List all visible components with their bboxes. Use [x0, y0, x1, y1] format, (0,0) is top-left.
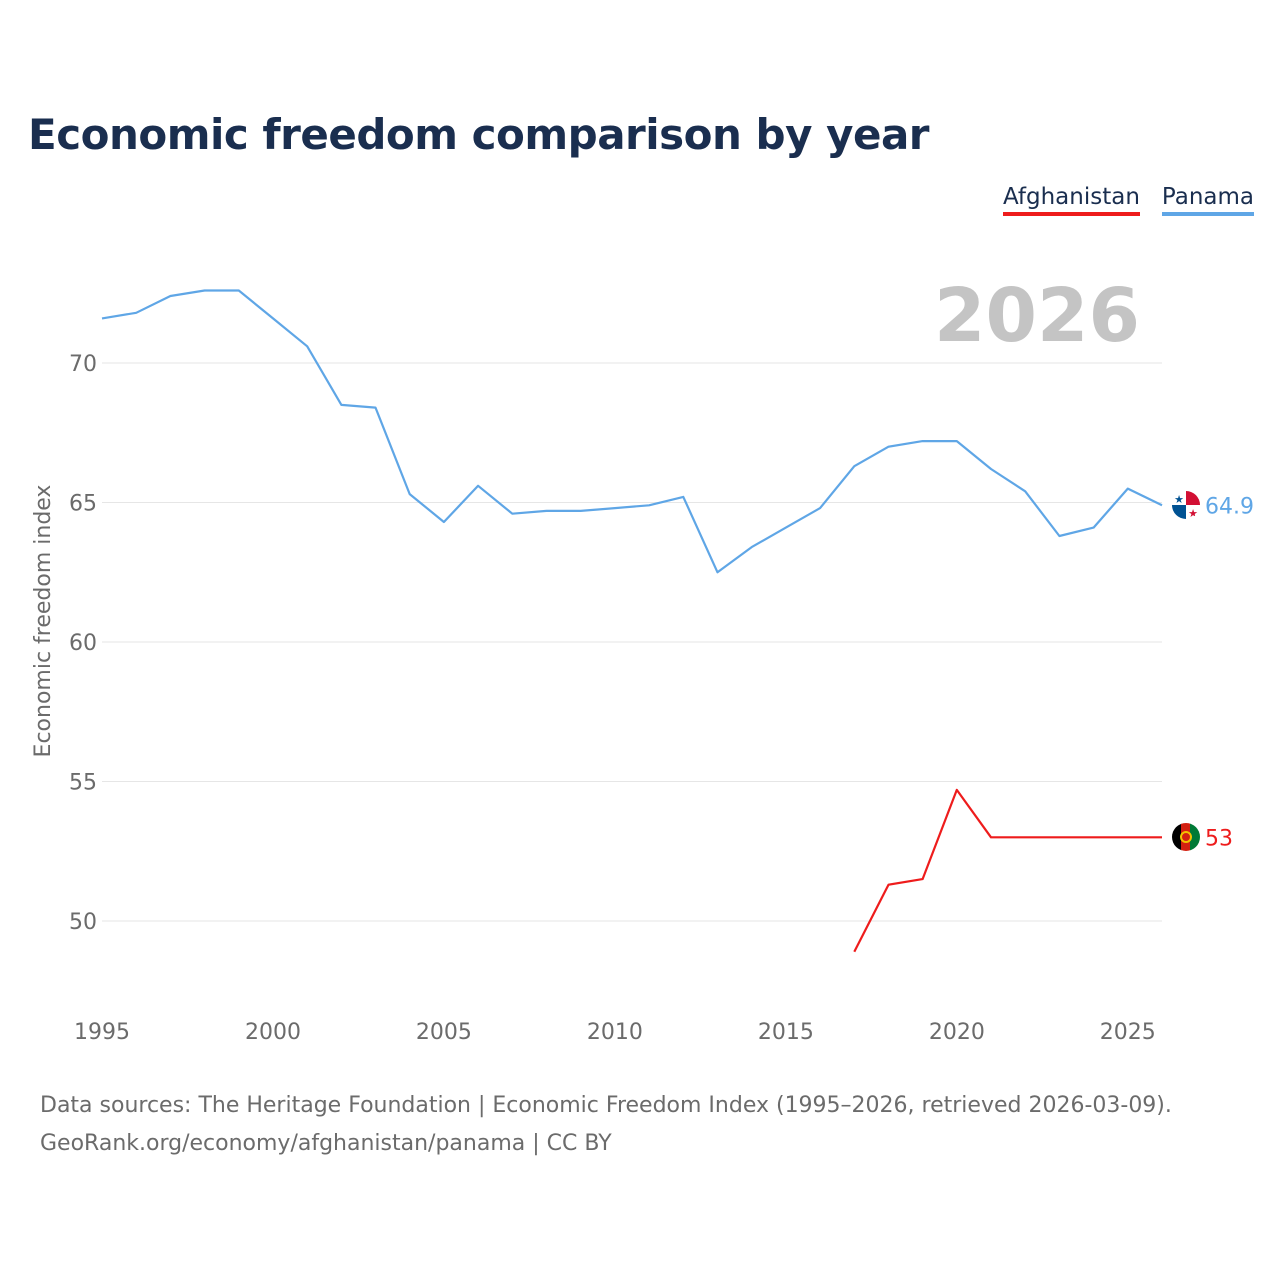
gridlines: [102, 362, 1162, 922]
afghanistan-flag-icon: [1172, 823, 1200, 851]
x-tick-label: 1995: [74, 1020, 130, 1045]
svg-text:★: ★: [1188, 508, 1198, 520]
y-axis-label: Economic freedom index: [31, 485, 56, 758]
svg-text:★: ★: [1174, 494, 1184, 506]
x-tick-label: 2005: [416, 1020, 472, 1045]
x-tick-label: 2025: [1100, 1020, 1156, 1045]
footer: Data sources: The Heritage Foundation | …: [40, 1087, 1172, 1163]
legend-item-afghanistan[interactable]: Afghanistan: [1002, 184, 1140, 216]
x-tick-label: 2015: [758, 1020, 814, 1045]
legend-item-panama[interactable]: Panama: [1161, 184, 1254, 216]
footer-sources: Data sources: The Heritage Foundation | …: [40, 1093, 1172, 1118]
series-line-panama: [101, 289, 1163, 574]
y-tick-label: 55: [69, 771, 97, 796]
y-tick-label: 65: [69, 492, 97, 517]
x-axis-ticks: 1995 2000 2005 2010 2015 2020 2025: [74, 1020, 1156, 1045]
legend: Afghanistan Panama: [1002, 184, 1254, 216]
panama-flag-icon: ★ ★: [1172, 491, 1200, 520]
y-tick-label: 60: [69, 631, 97, 656]
y-tick-label: 50: [69, 910, 97, 935]
end-labels: 64.9 53: [1205, 494, 1254, 851]
y-axis-ticks: 50 55 60 65 70: [69, 352, 97, 935]
end-value-afghanistan: 53: [1205, 826, 1233, 851]
series-lines: [101, 289, 1163, 953]
x-tick-label: 2020: [929, 1020, 985, 1045]
x-tick-label: 2010: [587, 1020, 643, 1045]
series-line-afghanistan: [853, 788, 1162, 953]
chart-title: Economic freedom comparison by year: [28, 110, 930, 159]
y-tick-label: 70: [69, 352, 97, 377]
footer-credit: GeoRank.org/economy/afghanistan/panama |…: [40, 1131, 612, 1156]
x-tick-label: 2000: [245, 1020, 301, 1045]
end-value-panama: 64.9: [1205, 494, 1254, 519]
current-year-label: 2026: [934, 273, 1140, 359]
